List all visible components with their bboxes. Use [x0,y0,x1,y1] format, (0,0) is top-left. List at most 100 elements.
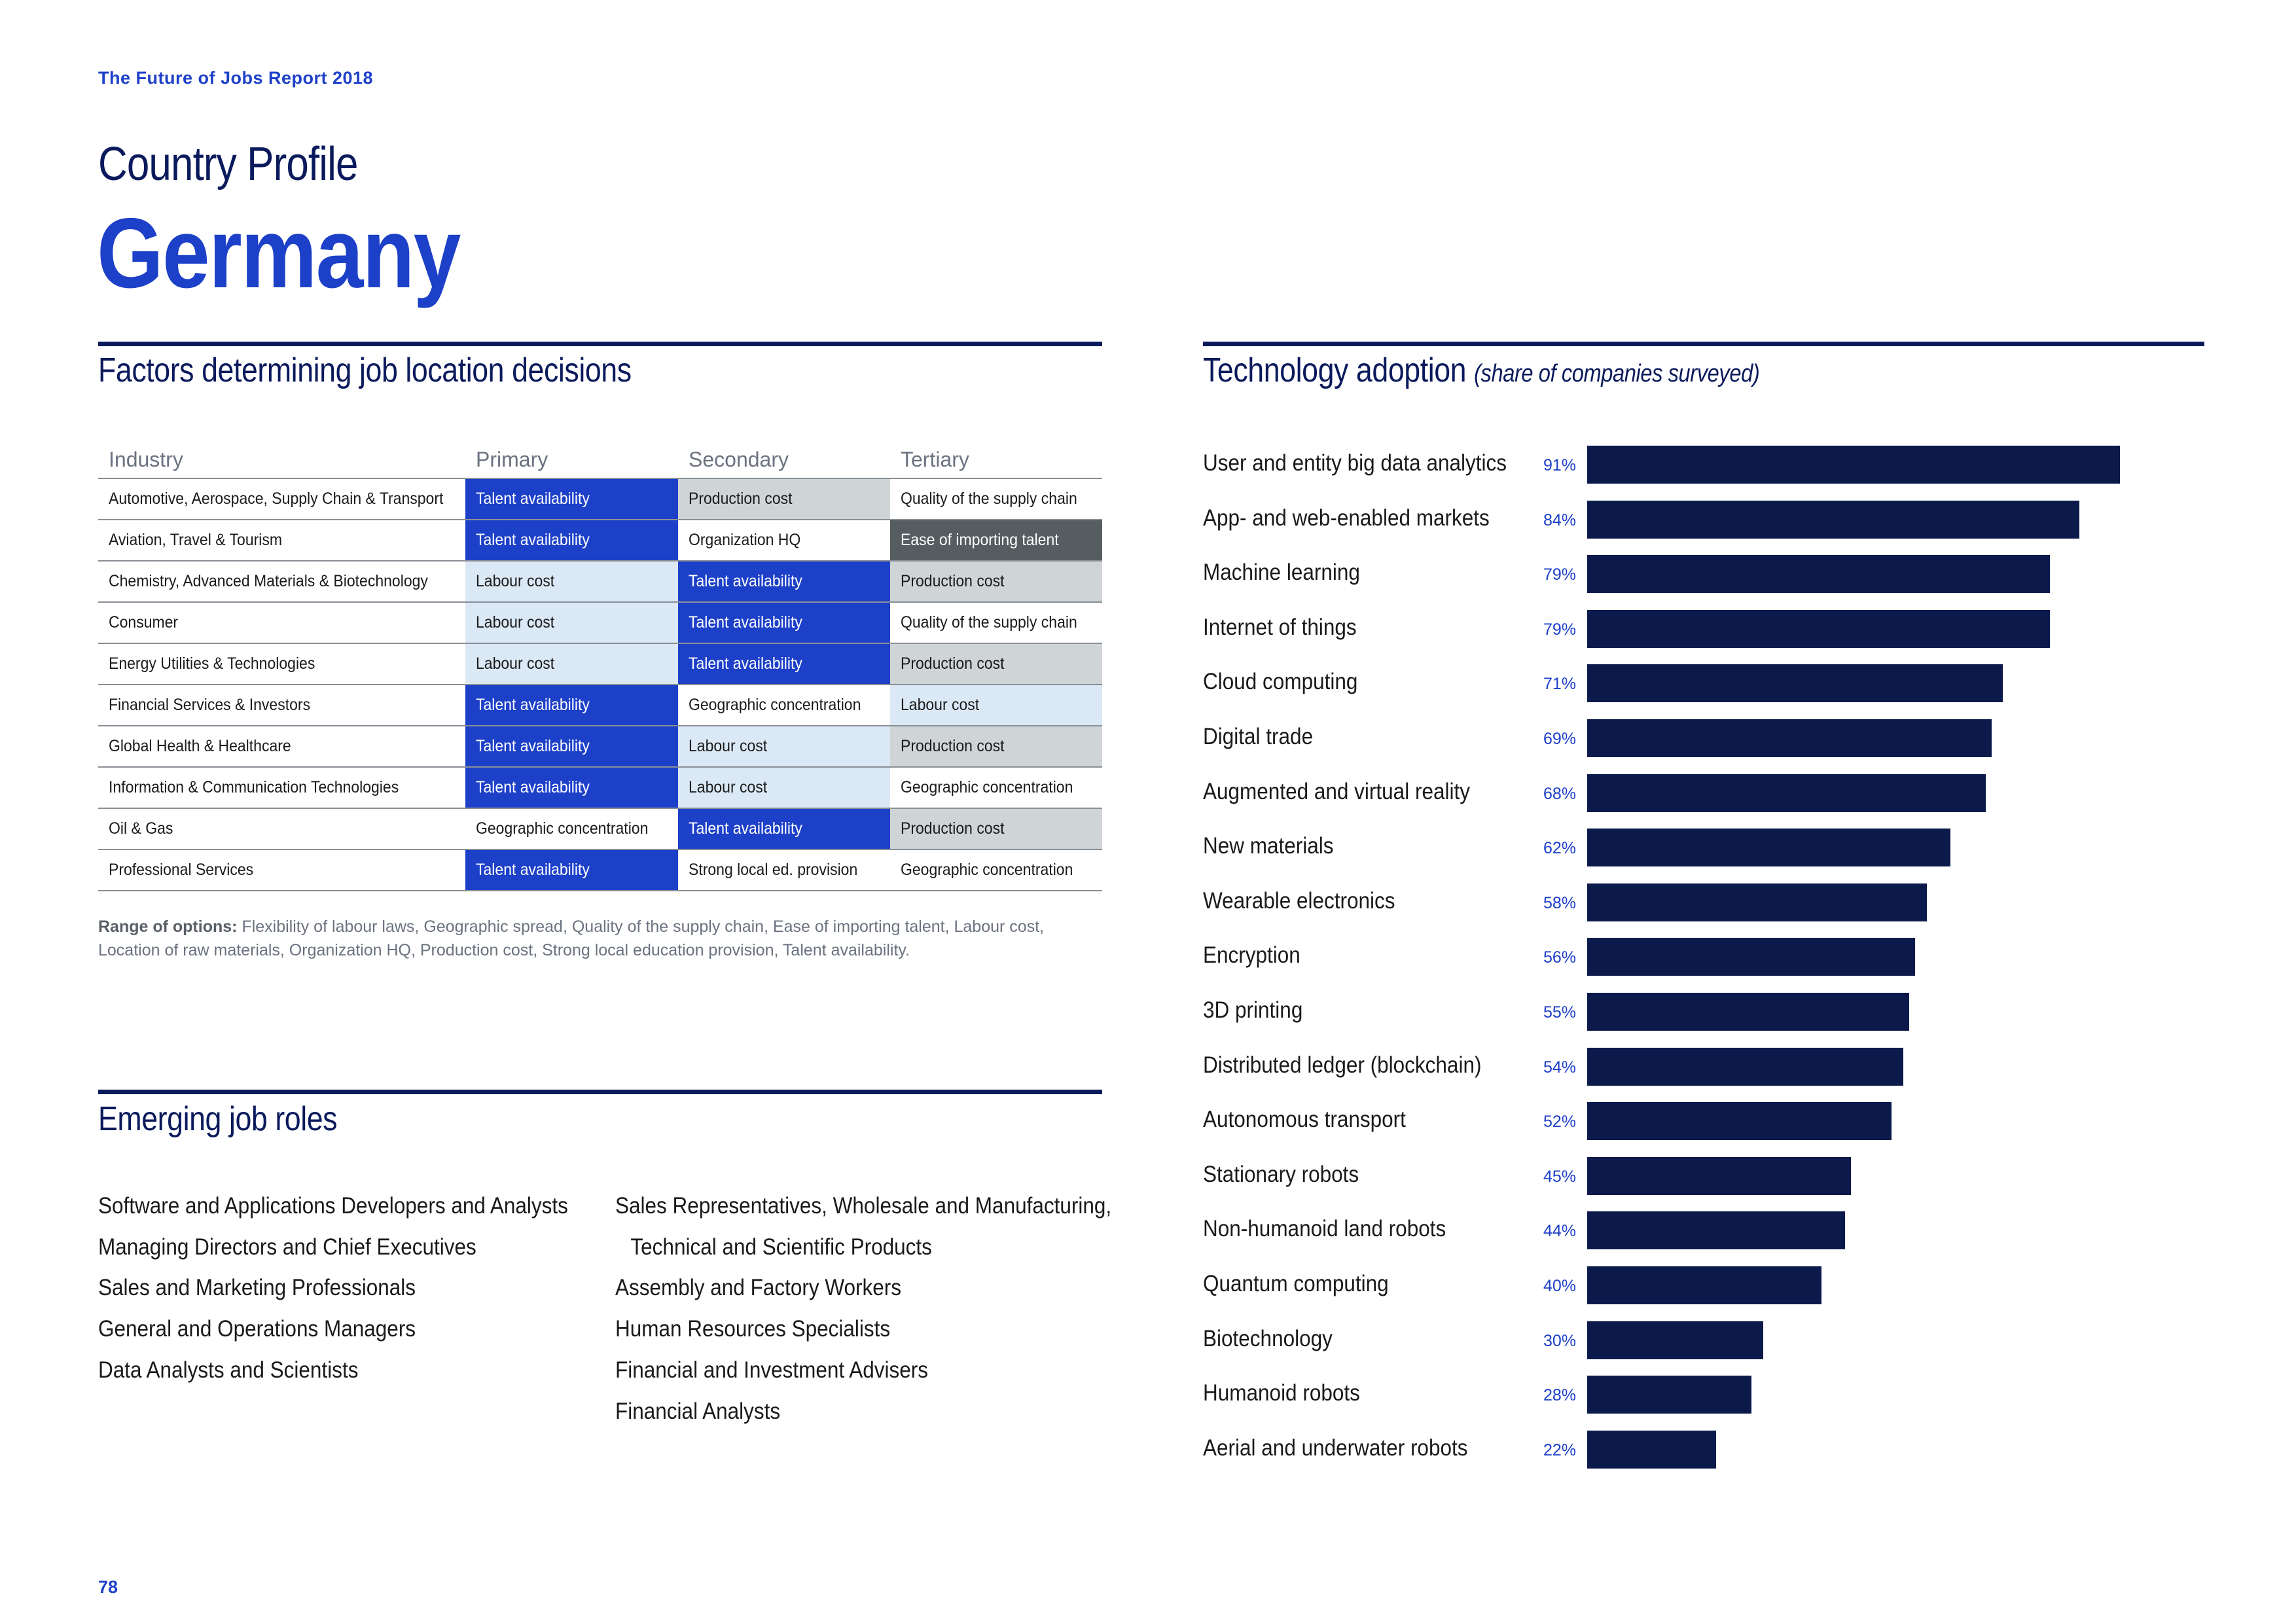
table-row: Consumer Labour cost Talent availability… [98,602,1102,644]
chart-title: Technology adoption [1203,351,1467,389]
bar-label: Stationary robots [1203,1161,1359,1187]
bar [1587,500,2079,539]
industry-cell: Chemistry, Advanced Materials & Biotechn… [98,561,465,603]
list-item: Software and Applications Developers and… [98,1193,568,1219]
tertiary-cell: Geographic concentration [890,767,1102,809]
bar [1587,1211,1845,1250]
bar-value-label: 56% [1543,948,1576,967]
tertiary-cell: Geographic concentration [890,849,1102,891]
tech-title: Technology adoption (share of companies … [1203,351,1760,390]
range-of-options-note: Range of options: Flexibility of labour … [98,915,1106,962]
table-row: Automotive, Aerospace, Supply Chain & Tr… [98,478,1102,520]
bar [1587,1102,1892,1141]
table-row: Information & Communication Technologies… [98,767,1102,809]
table-row: Professional Services Talent availabilit… [98,849,1102,891]
bar [1587,829,1950,867]
column-header: Primary [465,441,678,479]
tertiary-cell: Labour cost [890,685,1102,726]
primary-cell: Talent availability [465,685,678,726]
tertiary-cell: Production cost [890,808,1102,850]
bar-label: App- and web-enabled markets [1203,505,1490,531]
bar-label: Biotechnology [1203,1325,1333,1351]
bar-value-label: 45% [1543,1167,1576,1186]
bar-value-label: 54% [1543,1058,1576,1077]
bar-value-label: 68% [1543,784,1576,803]
range-label: Range of options: [98,918,238,936]
bar [1587,555,2050,594]
bar-label: Quantum computing [1203,1271,1389,1296]
bar-label: Internet of things [1203,614,1357,640]
primary-cell: Labour cost [465,602,678,644]
bar-value-label: 58% [1543,893,1576,912]
bar [1587,1156,1851,1195]
bar [1587,1047,1903,1086]
table-row: Aviation, Travel & Tourism Talent availa… [98,520,1102,562]
bar-label: Aerial and underwater robots [1203,1435,1468,1461]
bar-label: Humanoid robots [1203,1380,1360,1406]
roles-list-right: Sales Representatives, Wholesale and Man… [615,1186,1166,1432]
bar [1587,938,1915,976]
secondary-cell: Labour cost [678,726,890,768]
list-item: Assembly and Factory Workers [615,1275,902,1301]
profile-label: Country Profile [98,138,358,190]
industry-cell: Professional Services [98,849,465,891]
bar-value-label: 84% [1543,510,1576,529]
bar-label: Machine learning [1203,560,1360,586]
bar-value-label: 91% [1543,456,1576,474]
secondary-cell: Talent availability [678,643,890,685]
tertiary-cell: Production cost [890,726,1102,768]
bar [1587,446,2120,484]
roles-list-left: Software and Applications Developers and… [98,1186,620,1391]
bar [1587,719,1992,757]
industry-cell: Oil & Gas [98,808,465,850]
bar-label: Wearable electronics [1203,887,1395,914]
bar-value-label: 40% [1543,1277,1576,1295]
primary-cell: Talent availability [465,849,678,891]
tertiary-cell: Production cost [890,643,1102,685]
column-header: Secondary [678,441,890,479]
bar-value-label: 28% [1543,1386,1576,1405]
bar-value-label: 30% [1543,1331,1576,1350]
secondary-cell: Strong local ed. provision [678,849,890,891]
factors-section-rule [98,342,1102,346]
secondary-cell: Labour cost [678,767,890,809]
table-row: Global Health & Healthcare Talent availa… [98,726,1102,768]
tertiary-cell: Quality of the supply chain [890,478,1102,520]
list-item: Financial Analysts [615,1398,781,1424]
industry-cell: Global Health & Healthcare [98,726,465,768]
bar-value-label: 79% [1543,620,1576,639]
bar [1587,774,1986,812]
bar-label: Cloud computing [1203,669,1358,695]
bar-label: Encryption [1203,942,1300,969]
bar-label: 3D printing [1203,997,1303,1023]
roles-title: Emerging job roles [98,1100,338,1138]
bar [1587,609,2050,648]
secondary-cell: Organization HQ [678,520,890,562]
table-row: Financial Services & Investors Talent av… [98,685,1102,726]
bar-label: Autonomous transport [1203,1107,1406,1133]
list-item: Data Analysts and Scientists [98,1357,359,1383]
list-item: Financial and Investment Advisers [615,1357,928,1383]
factors-table-header: Industry Primary Secondary Tertiary [98,441,1102,479]
bar-value-label: 71% [1543,675,1576,694]
bar-label: Digital trade [1203,724,1314,749]
industry-cell: Consumer [98,602,465,644]
table-row: Oil & Gas Geographic concentration Talen… [98,808,1102,850]
industry-cell: Energy Utilities & Technologies [98,643,465,685]
list-item: Technical and Scientific Products [630,1234,932,1260]
bar [1587,883,1927,921]
bar-label: Distributed ledger (blockchain) [1203,1052,1482,1078]
list-item: Sales Representatives, Wholesale and Man… [615,1193,1112,1219]
chart-subtitle: (share of companies surveyed) [1474,360,1760,387]
factors-title: Factors determining job location decisio… [98,351,632,389]
bar-value-label: 22% [1543,1440,1576,1459]
list-item: Sales and Marketing Professionals [98,1275,416,1301]
industry-cell: Aviation, Travel & Tourism [98,520,465,562]
bar-label: Augmented and virtual reality [1203,778,1470,804]
bar-value-label: 62% [1543,839,1576,858]
bar-label: Non-humanoid land robots [1203,1216,1446,1242]
bar-value-label: 44% [1543,1222,1576,1241]
tech-section-rule [1203,342,2204,346]
column-header: Industry [98,441,465,479]
secondary-cell: Geographic concentration [678,685,890,726]
